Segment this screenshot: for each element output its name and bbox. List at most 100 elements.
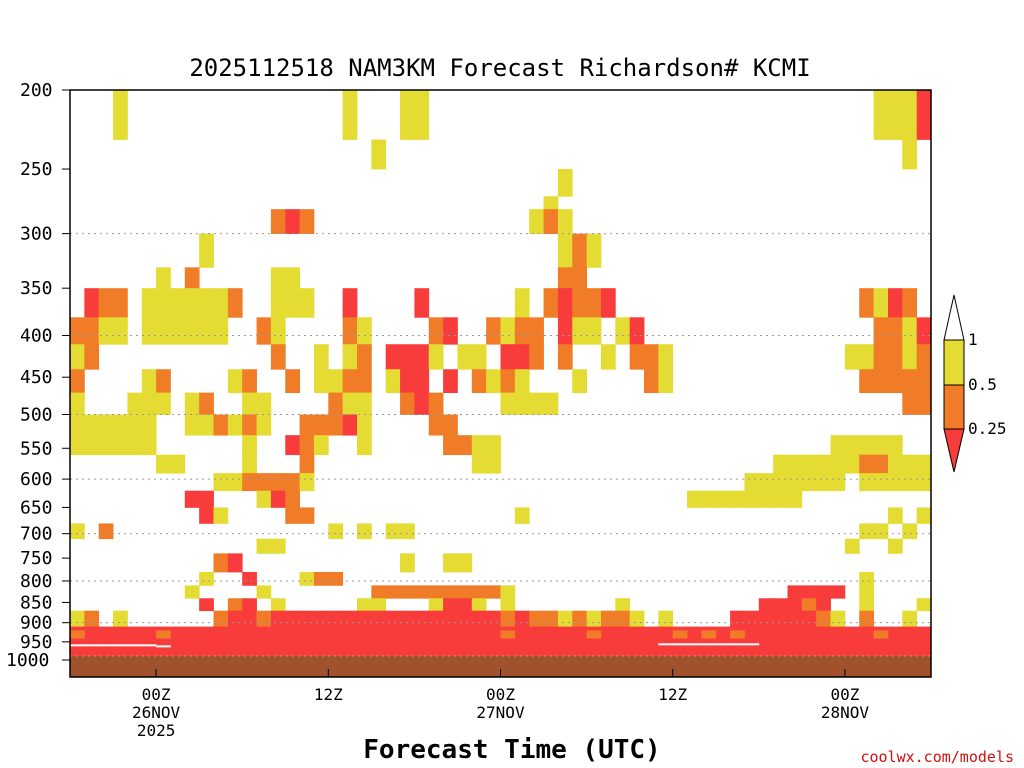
heatmap-cell (902, 473, 918, 492)
heatmap-cell (543, 610, 559, 627)
heatmap-cell (529, 610, 544, 627)
heatmap-cell (572, 233, 587, 268)
heatmap-gap (70, 644, 85, 647)
heatmap-cell (557, 267, 573, 289)
heatmap-cell (644, 369, 659, 394)
heatmap-cell (400, 553, 415, 573)
y-tick-label: 900 (20, 613, 53, 634)
heatmap-cell (84, 344, 100, 370)
heatmap-cell (156, 454, 171, 474)
heatmap-cell (572, 267, 587, 289)
heatmap-cell (514, 610, 530, 627)
heatmap-cell (600, 610, 616, 627)
heatmap-cell (471, 344, 487, 370)
colorbar-band (943, 339, 965, 386)
y-tick-label: 800 (20, 571, 53, 592)
heatmap-cell (428, 414, 444, 436)
heatmap-cell (514, 369, 530, 394)
heatmap-cell (213, 507, 229, 524)
y-tick-label: 250 (20, 159, 53, 180)
heatmap-cell (242, 414, 257, 436)
heatmap-cell (328, 572, 344, 586)
heatmap-cell (500, 369, 516, 394)
heatmap-cell (299, 572, 315, 586)
heatmap-cell (758, 473, 774, 492)
heatmap-cell (256, 392, 272, 415)
heatmap-cell (801, 473, 817, 492)
heatmap-cell (730, 610, 745, 627)
terrain-band (70, 656, 931, 677)
heatmap-cell (184, 288, 200, 318)
heatmap-cell (816, 626, 831, 661)
heatmap-cell (529, 344, 544, 370)
heatmap-cell (887, 90, 903, 140)
heatmap-cell (572, 317, 587, 345)
heatmap-cell (644, 344, 659, 370)
heatmap-cell (184, 392, 200, 415)
heatmap-cell (916, 317, 932, 345)
heatmap-cell (787, 598, 803, 612)
heatmap-cell (256, 490, 272, 508)
heatmap-cell (830, 435, 846, 456)
heatmap-cell (141, 369, 157, 394)
heatmap-cell (84, 610, 100, 627)
heatmap-cell (859, 598, 874, 612)
heatmap-cell (141, 626, 157, 661)
heatmap-cell (543, 392, 559, 415)
heatmap-cell (313, 610, 329, 627)
heatmap-cell (629, 610, 645, 627)
heatmap-cell (859, 344, 874, 370)
heatmap-cell (342, 90, 358, 140)
heatmap-cell (529, 209, 544, 234)
heatmap-cell (844, 626, 860, 661)
heatmap-cell (457, 626, 473, 661)
heatmap-cell (773, 454, 788, 474)
colorbar-label: 0.25 (968, 419, 1007, 438)
x-tick-label: 27NOV (476, 703, 525, 722)
heatmap-gap (701, 643, 717, 646)
heatmap-gap (113, 644, 128, 647)
heatmap-cell (70, 610, 85, 627)
heatmap-cell (313, 369, 329, 394)
heatmap-cell (414, 90, 430, 140)
heatmap-cell (873, 344, 889, 370)
heatmap-cell (543, 209, 559, 234)
heatmap-cell (227, 414, 243, 436)
heatmap-cell (859, 288, 874, 318)
credit-link[interactable]: coolwx.com/models (860, 748, 1014, 766)
heatmap-cell (84, 435, 100, 456)
heatmap-cell (701, 490, 717, 508)
heatmap-cell (385, 610, 401, 627)
heatmap-cell (443, 414, 458, 436)
heatmap-cell (428, 598, 444, 612)
heatmap-cell (270, 317, 286, 345)
heatmap-cell (457, 585, 473, 599)
heatmap-cell (615, 317, 631, 345)
heatmap-cell (285, 610, 300, 627)
heatmap-cell (242, 392, 257, 415)
heatmap-cell (586, 630, 602, 639)
heatmap-cell (773, 626, 788, 661)
heatmap-cell (256, 317, 272, 345)
heatmap-cell (443, 598, 458, 612)
y-tick-label: 550 (20, 438, 53, 459)
heatmap-cell (830, 626, 846, 661)
heatmap-cell (887, 317, 903, 345)
heatmap-cell (859, 454, 874, 474)
heatmap-cell (873, 369, 889, 394)
heatmap-cell (859, 585, 874, 599)
heatmap-cell (141, 392, 157, 415)
heatmap-cell (371, 610, 387, 627)
heatmap-cell (127, 414, 143, 436)
heatmap-cell (844, 344, 860, 370)
heatmap-cell (859, 435, 874, 456)
heatmap-cell (859, 523, 874, 540)
heatmap-cell (184, 626, 200, 661)
chart-title: 2025112518 NAM3KM Forecast Richardson# K… (189, 54, 810, 82)
heatmap-cell (859, 369, 874, 394)
heatmap-cell (887, 454, 903, 474)
heatmap-cell (98, 435, 114, 456)
heatmap-cell (357, 414, 372, 436)
heatmap-cell (557, 233, 573, 268)
heatmap-cell (299, 435, 315, 456)
